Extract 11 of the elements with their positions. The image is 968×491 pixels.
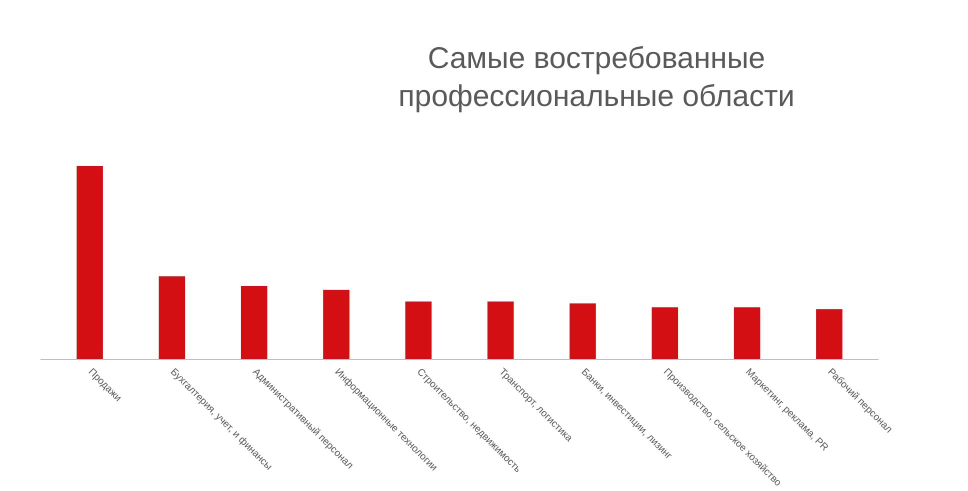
bar: [158, 276, 186, 360]
bar: [323, 290, 350, 360]
bar: [816, 309, 842, 360]
bar: [734, 307, 760, 360]
bar: [570, 303, 596, 360]
bar: [652, 307, 678, 360]
bar: [76, 166, 103, 360]
bar: [487, 301, 514, 360]
chart-title: Самые востребованные профессиональные области: [397, 41, 796, 114]
bar: [405, 301, 432, 360]
bar: [240, 286, 268, 360]
